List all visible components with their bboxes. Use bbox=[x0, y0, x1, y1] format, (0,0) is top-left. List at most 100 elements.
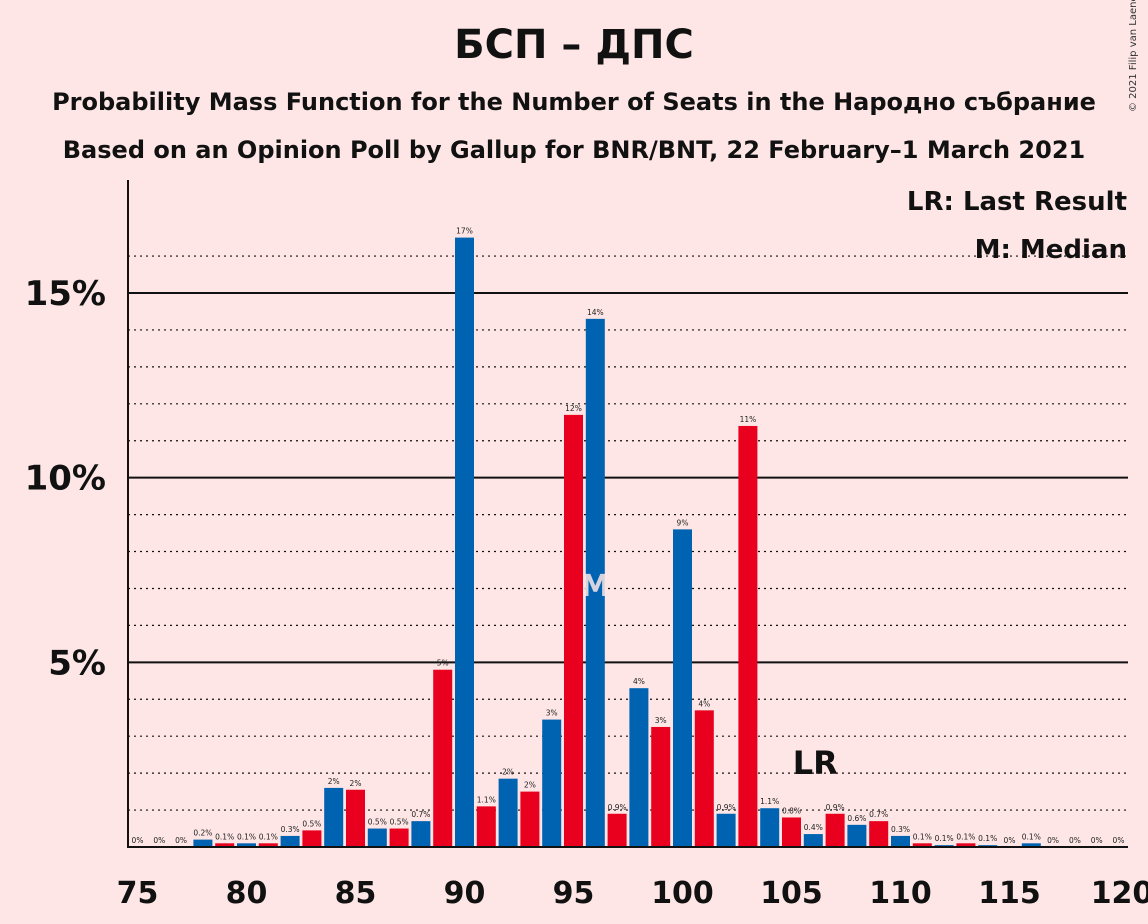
bar bbox=[455, 237, 474, 848]
bar bbox=[694, 710, 714, 847]
chart-title: БСП – ДПС bbox=[454, 22, 694, 68]
bar-value-label: 0.1% bbox=[956, 832, 975, 841]
bar bbox=[847, 824, 867, 847]
bar bbox=[433, 669, 453, 847]
bar-value-label: 0.6% bbox=[847, 814, 866, 823]
bar bbox=[912, 843, 932, 847]
bar bbox=[782, 817, 801, 847]
bar bbox=[891, 835, 910, 847]
x-tick-label: 100 bbox=[651, 876, 714, 911]
x-tick-label: 85 bbox=[335, 876, 377, 911]
bar bbox=[520, 791, 540, 847]
bar bbox=[803, 834, 823, 847]
bar bbox=[476, 806, 496, 847]
bar bbox=[585, 318, 605, 847]
x-tick-label: 90 bbox=[444, 876, 486, 911]
bar-value-label: 2% bbox=[350, 779, 362, 788]
bar-value-label: 4% bbox=[698, 699, 710, 708]
bar-value-label: 0% bbox=[132, 836, 144, 845]
bar-value-label: 0.3% bbox=[891, 825, 910, 834]
bar-value-label: 0.3% bbox=[281, 825, 300, 834]
bar-value-label: 0.1% bbox=[259, 832, 278, 841]
bar bbox=[280, 835, 300, 847]
bar-value-label: 0% bbox=[1113, 836, 1125, 845]
bar-value-label: 0.5% bbox=[390, 818, 409, 827]
chart-subtitle: Probability Mass Function for the Number… bbox=[52, 88, 1096, 116]
bar bbox=[651, 726, 671, 847]
x-tick-label: 120 bbox=[1091, 876, 1148, 911]
bar-value-label: 3% bbox=[655, 716, 667, 725]
bar bbox=[302, 830, 322, 847]
bar-value-label: 0.9% bbox=[608, 803, 627, 812]
bar-value-label: 17% bbox=[456, 227, 473, 236]
bar-value-label: 0.1% bbox=[978, 834, 997, 843]
x-tick-label: 95 bbox=[553, 876, 595, 911]
bar bbox=[258, 843, 278, 847]
bar-value-label: 0.2% bbox=[193, 829, 212, 838]
chart-subtitle-source: Based on an Opinion Poll by Gallup for B… bbox=[62, 136, 1086, 164]
bar-value-label: 0.1% bbox=[215, 832, 234, 841]
legend-median: M: Median bbox=[975, 235, 1127, 265]
bars-group bbox=[193, 237, 1041, 848]
bar-value-label: 5% bbox=[437, 659, 449, 668]
bar bbox=[673, 529, 692, 847]
axes-group: 5% 10% 15% 75 80 85 90 95 100 105 110 115 120 bbox=[25, 180, 1148, 911]
bar-value-label: 0% bbox=[1004, 836, 1016, 845]
bar bbox=[215, 843, 235, 847]
bar bbox=[324, 787, 344, 847]
bar-value-label: 0% bbox=[1069, 836, 1081, 845]
bar-value-label: 2% bbox=[524, 781, 536, 790]
bar-value-label: 9% bbox=[677, 518, 689, 527]
bar bbox=[237, 843, 256, 847]
bar bbox=[411, 821, 431, 847]
bar-value-label: 0% bbox=[1091, 836, 1103, 845]
y-tick-label: 5% bbox=[48, 643, 106, 683]
x-tick-label: 105 bbox=[760, 876, 823, 911]
bar-value-label: 0.1% bbox=[1022, 832, 1041, 841]
bar-value-label: 0.4% bbox=[804, 823, 823, 832]
bar-value-label: 0.1% bbox=[237, 832, 256, 841]
bar-value-label: 0% bbox=[1047, 836, 1059, 845]
bar bbox=[716, 813, 736, 847]
bar bbox=[193, 839, 213, 847]
bar-value-label: 3% bbox=[546, 709, 558, 718]
last-result-marker: LR bbox=[793, 744, 838, 782]
bar-value-label: 12% bbox=[565, 404, 582, 413]
bar bbox=[498, 778, 518, 847]
bar-value-label: 4% bbox=[633, 677, 645, 686]
bar bbox=[629, 688, 649, 847]
bar bbox=[367, 828, 387, 847]
bar-value-label: 1.1% bbox=[760, 797, 779, 806]
bar-value-label: 0.8% bbox=[782, 806, 801, 815]
bar-value-label: 0% bbox=[175, 836, 187, 845]
bar bbox=[564, 414, 583, 847]
y-tick-label: 10% bbox=[25, 459, 106, 499]
bar-value-label: 0.1% bbox=[913, 832, 932, 841]
bar bbox=[738, 425, 758, 847]
bar bbox=[1021, 843, 1041, 847]
bar bbox=[869, 821, 889, 847]
bar-value-label: 0.9% bbox=[826, 803, 845, 812]
bar bbox=[607, 813, 627, 847]
grid-lines bbox=[128, 255, 1128, 811]
bar bbox=[389, 828, 409, 847]
median-marker: M bbox=[580, 569, 610, 604]
legend-last-result: LR: Last Result bbox=[907, 187, 1127, 217]
bar-value-label: 2% bbox=[502, 768, 514, 777]
bar-value-label: 2% bbox=[328, 777, 340, 786]
y-tick-label: 15% bbox=[25, 274, 106, 314]
bar-value-label: 0.5% bbox=[302, 819, 321, 828]
x-tick-label: 80 bbox=[226, 876, 268, 911]
bar-value-label: 14% bbox=[587, 308, 604, 317]
bar bbox=[346, 789, 365, 847]
bar-labels-group: 0% 0% 0%0.2% 0.1% 0.1% 0.1%0.3%0.5%2% 2%0.5% 0.… bbox=[132, 227, 1125, 845]
x-tick-label: 115 bbox=[978, 876, 1041, 911]
bar-value-label: 0.7% bbox=[869, 810, 888, 819]
bar-value-label: 0.9% bbox=[717, 803, 736, 812]
bar-value-label: 0.7% bbox=[411, 810, 430, 819]
bar-value-label: 0.1% bbox=[935, 834, 954, 843]
x-tick-label: 75 bbox=[117, 876, 159, 911]
bar bbox=[956, 843, 976, 847]
x-tick-label: 110 bbox=[869, 876, 932, 911]
